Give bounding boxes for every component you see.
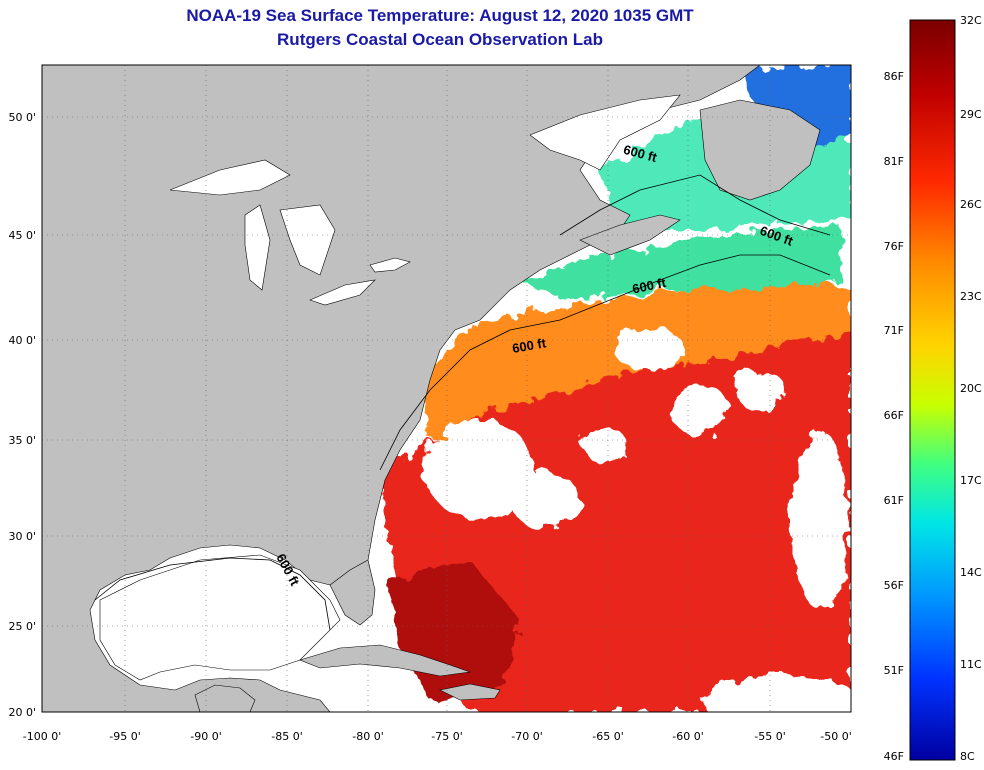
- lat-label: 20 0': [8, 706, 36, 719]
- celsius-label: 14C: [960, 566, 982, 579]
- fahrenheit-label: 56F: [884, 579, 904, 592]
- cuba-land: [299, 644, 471, 677]
- celsius-label: 23C: [960, 290, 982, 303]
- cool-water-region: [520, 225, 840, 300]
- cloud-cover: [425, 328, 851, 712]
- fahrenheit-label: 66F: [884, 409, 904, 422]
- map-title: NOAA-19 Sea Surface Temperature: August …: [186, 6, 694, 25]
- lat-label: 45 0': [8, 229, 36, 242]
- hispaniola-land: [439, 683, 501, 701]
- lon-label: -55 0': [754, 730, 786, 743]
- lon-label: -60 0': [672, 730, 704, 743]
- celsius-label: 17C: [960, 474, 982, 487]
- contour-atlantic: [379, 254, 831, 471]
- cold-water-region: [740, 65, 851, 150]
- fahrenheit-label: 51F: [884, 664, 904, 677]
- longitude-axis: -100 0' -95 0' -90 0' -85 0' -80 0' -75 …: [23, 730, 852, 743]
- colorbar-gradient: [909, 19, 956, 761]
- fahrenheit-label: 61F: [884, 494, 904, 507]
- lat-label: 30 0': [8, 530, 36, 543]
- newfoundland-land: [699, 99, 821, 201]
- lake-huron: [279, 204, 336, 276]
- gulf-st-lawrence: [529, 94, 681, 171]
- latitude-axis: 50 0' 45 0' 40 0' 35 0' 30 0' 25 0' 20 0…: [8, 111, 36, 719]
- celsius-label: 20C: [960, 382, 982, 395]
- map-subtitle: Rutgers Coastal Ocean Observation Lab: [277, 30, 603, 49]
- lon-label: -65 0': [592, 730, 624, 743]
- colorbar-celsius-labels: 32C 29C 26C 23C 20C 17C 14C 11C 8C: [960, 14, 982, 763]
- lon-label: -70 0': [511, 730, 543, 743]
- celsius-label: 11C: [960, 658, 982, 671]
- depth-contours: [94, 174, 831, 631]
- lon-label: -75 0': [431, 730, 463, 743]
- contour-north: [559, 174, 831, 236]
- map-area: [42, 65, 851, 712]
- yucatan-land: [194, 684, 256, 712]
- lon-label: -85 0': [271, 730, 303, 743]
- celsius-label: 26C: [960, 198, 982, 211]
- celsius-label: 29C: [960, 108, 982, 121]
- lat-label: 35 0': [8, 434, 36, 447]
- colorbar: 32C 29C 26C 23C 20C 17C 14C 11C 8C 86F 8…: [884, 14, 982, 763]
- colorbar-fahrenheit-labels: 86F 81F 76F 71F 66F 61F 56F 51F 46F: [884, 70, 904, 763]
- contour-gulf: [94, 557, 331, 631]
- lake-superior: [169, 159, 291, 196]
- lon-label: -95 0': [109, 730, 141, 743]
- lake-ontario: [369, 257, 411, 273]
- florida-land: [329, 559, 376, 626]
- lon-label: -80 0': [352, 730, 384, 743]
- fahrenheit-label: 81F: [884, 155, 904, 168]
- celsius-label: 32C: [960, 14, 982, 27]
- lon-label: -90 0': [190, 730, 222, 743]
- lon-label: -50 0': [820, 730, 852, 743]
- lon-label: -100 0': [23, 730, 61, 743]
- lat-label: 25 0': [8, 620, 36, 633]
- celsius-label: 8C: [960, 750, 975, 763]
- fahrenheit-label: 76F: [884, 240, 904, 253]
- contour-label-mid-atlantic: 600 ft: [511, 335, 548, 356]
- contour-label-scotian-shelf: 600 ft: [631, 275, 668, 297]
- lat-label: 40 0': [8, 334, 36, 347]
- fahrenheit-label: 71F: [884, 324, 904, 337]
- lake-michigan: [244, 204, 271, 291]
- fahrenheit-label: 46F: [884, 750, 904, 763]
- lake-erie: [309, 279, 376, 306]
- lat-label: 50 0': [8, 111, 36, 124]
- great-lakes: [169, 159, 411, 306]
- nova-scotia-land: [579, 214, 681, 256]
- fahrenheit-label: 86F: [884, 70, 904, 83]
- map-frame: [41, 64, 852, 713]
